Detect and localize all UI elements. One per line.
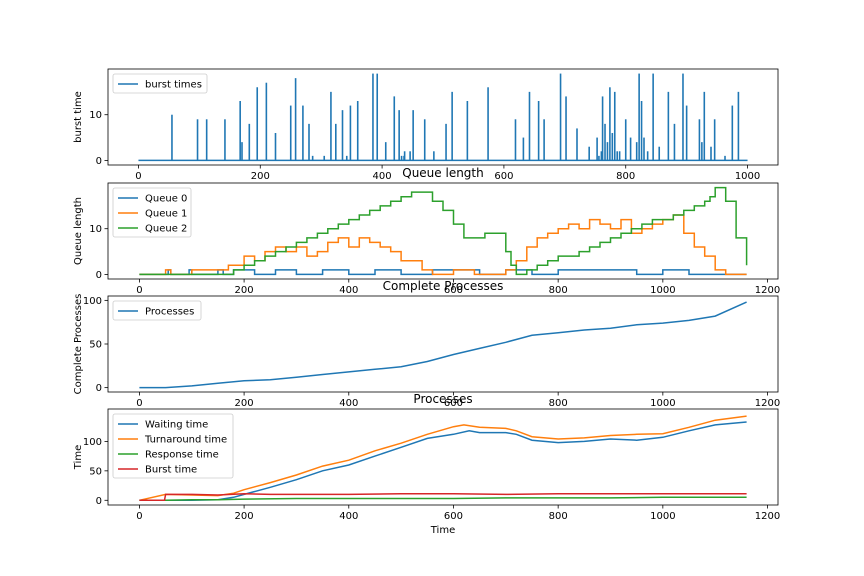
ylabel-queue-length: Queue length — [73, 197, 84, 265]
x-tick-label: 1000 — [650, 511, 675, 522]
series-line-queue-2 — [139, 186, 748, 276]
x-tick-label: 400 — [373, 171, 392, 182]
x-tick-label: 1200 — [755, 511, 780, 522]
x-tick-label: 600 — [444, 398, 463, 409]
y-tick-label: 50 — [89, 340, 102, 351]
y-tick-label: 100 — [83, 296, 102, 307]
subplot-queue-length: Queue length Queue length Queue 0 Queue … — [73, 166, 780, 296]
y-tick-label: 10 — [89, 110, 102, 121]
marks-complete-processes — [139, 301, 747, 389]
x-tick-label: 1000 — [735, 171, 760, 182]
series-line-burst-time — [139, 493, 747, 502]
y-tick-label: 100 — [83, 437, 102, 448]
series-line-processes — [139, 301, 747, 389]
subplot-complete-processes: Complete Processes Complete Processes Pr… — [73, 279, 780, 409]
x-tick-label: 600 — [444, 285, 463, 296]
legend-label-processes: Processes — [145, 307, 194, 318]
legend-label-burst-time: Burst time — [145, 465, 197, 476]
x-tick-label: 200 — [251, 171, 270, 182]
x-tick-label: 0 — [136, 398, 142, 409]
subplot-processes: Processes Time Time Waiting time Turnaro… — [73, 392, 780, 536]
x-tick-label: 200 — [235, 398, 254, 409]
x-tick-label: 1000 — [650, 285, 675, 296]
xlabel-processes: Time — [430, 525, 455, 536]
legend-label-queue-0: Queue 0 — [145, 194, 187, 205]
series-line-waiting-time — [139, 421, 747, 502]
x-tick-label: 0 — [136, 511, 142, 522]
x-tick-label: 800 — [549, 398, 568, 409]
legend-box-queue-length — [112, 187, 192, 238]
legend-label-queue-1: Queue 1 — [145, 209, 187, 220]
x-tick-label: 600 — [444, 511, 463, 522]
title-processes: Processes — [413, 392, 472, 406]
y-tick-label: 0 — [96, 383, 102, 394]
ylabel-processes: Time — [73, 445, 84, 470]
axes-frame-complete-processes — [107, 295, 779, 393]
axes-frame-processes — [107, 408, 779, 506]
x-tick-label: 400 — [339, 511, 358, 522]
legend-box-complete-processes — [112, 300, 202, 321]
x-tick-label: 1200 — [755, 285, 780, 296]
legend-label-queue-2: Queue 2 — [145, 224, 187, 235]
series-line-queue-1 — [139, 214, 747, 276]
legend-label-response-time: Response time — [145, 450, 219, 461]
marks-queue-length — [139, 186, 748, 276]
marks-burst-times — [138, 73, 748, 162]
x-tick-label: 1000 — [650, 398, 675, 409]
title-complete-processes: Complete Processes — [383, 279, 504, 293]
subplot-burst-times: burst time burst times 0 200 400 600 800 1000… — [73, 68, 779, 182]
series-line-response-time — [139, 496, 747, 502]
legend-box-burst-times — [112, 73, 208, 94]
x-tick-label: 1200 — [755, 398, 780, 409]
y-tick-label: 50 — [89, 466, 102, 477]
ylabel-burst-times: burst time — [73, 91, 84, 143]
axes-frame-queue-length — [107, 182, 779, 280]
x-tick-label: 0 — [135, 171, 141, 182]
y-tick-label: 10 — [89, 224, 102, 235]
series-line-turnaround-time — [139, 415, 747, 502]
legend-box-processes — [112, 413, 234, 479]
ylabel-complete-processes: Complete Processes — [73, 294, 84, 395]
x-tick-label: 200 — [235, 285, 254, 296]
y-tick-label: 0 — [96, 156, 102, 167]
x-tick-label: 800 — [616, 171, 635, 182]
x-tick-label: 0 — [136, 285, 142, 296]
x-tick-label: 200 — [235, 511, 254, 522]
x-tick-label: 400 — [339, 398, 358, 409]
x-tick-label: 800 — [549, 511, 568, 522]
x-tick-label: 600 — [494, 171, 513, 182]
legend-label-waiting-time: Waiting time — [145, 420, 208, 431]
title-queue-length: Queue length — [402, 166, 484, 180]
x-tick-label: 800 — [549, 285, 568, 296]
x-tick-label: 400 — [339, 285, 358, 296]
y-tick-label: 0 — [96, 270, 102, 281]
y-tick-label: 0 — [96, 496, 102, 507]
legend-label-burst-times: burst times — [145, 80, 202, 91]
marks-processes — [139, 415, 747, 502]
legend-label-turnaround-time: Turnaround time — [144, 435, 227, 446]
axes-frame-burst-times — [107, 68, 779, 166]
